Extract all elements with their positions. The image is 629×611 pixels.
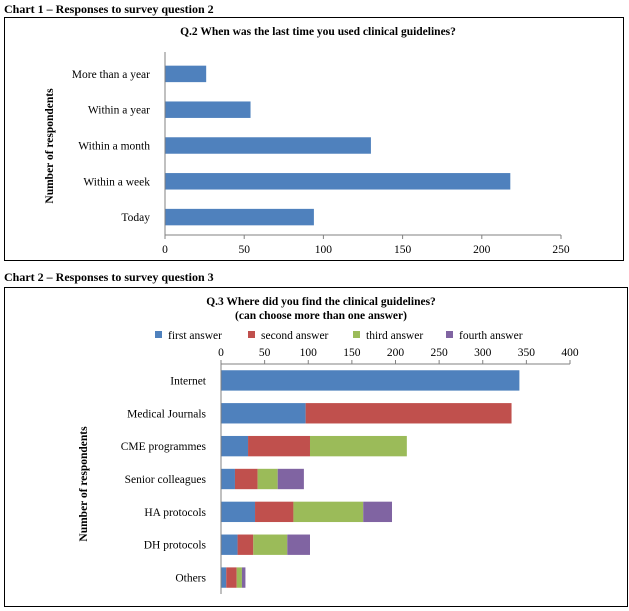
chart2-bar-segment — [277, 468, 304, 490]
chart2-bar-segment — [226, 567, 237, 588]
chart1-category-label: More than a year — [72, 69, 150, 81]
chart2-category-label: Senior colleagues — [125, 474, 207, 486]
chart2-bar-segment — [221, 534, 238, 555]
chart1-category-label: Within a month — [78, 141, 150, 153]
chart1-bar — [165, 137, 371, 154]
chart2-bar-segment — [255, 501, 294, 523]
chart2-category-label: CME programmes — [121, 441, 207, 453]
chart1-caption: Chart 1 – Responses to survey question 2 — [4, 2, 214, 16]
chart2-bar-segment — [253, 534, 288, 555]
chart2-x-tick-label: 300 — [474, 347, 492, 359]
chart2-bar-segment — [287, 534, 310, 555]
chart1-bar — [165, 173, 511, 190]
chart1-category-label: Today — [121, 212, 150, 224]
chart2-bar-segment — [221, 370, 520, 391]
chart2-svg: Q.3 Where did you find the clinical guid… — [78, 296, 579, 594]
chart2-bar-segment — [257, 468, 278, 490]
chart2-x-tick-label: 250 — [431, 347, 449, 359]
chart2-caption: Chart 2 – Responses to survey question 3 — [4, 270, 214, 284]
chart2-container: Q.3 Where did you find the clinical guid… — [4, 287, 628, 607]
chart1-x-tick-label: 100 — [315, 244, 333, 256]
chart2-legend-swatch — [155, 331, 162, 338]
chart2-y-axis-label: Number of respondents — [78, 426, 90, 542]
chart1-bar — [165, 101, 251, 118]
chart1-svg: Q.2 When was the last time you used clin… — [44, 26, 570, 256]
chart1-x-tick-label: 200 — [473, 244, 491, 256]
chart1-x-tick-label: 250 — [552, 244, 570, 256]
chart1-x-tick-label: 50 — [238, 244, 250, 256]
chart1-bar — [165, 208, 314, 226]
chart2-bar-segment — [248, 435, 310, 457]
chart2-bar-segment — [305, 403, 512, 424]
chart1-y-axis-label: Number of respondents — [44, 88, 56, 204]
chart2-x-tick-label: 0 — [218, 347, 224, 359]
chart2-bar-segment — [221, 567, 227, 588]
chart2-bar-segment — [221, 501, 256, 523]
chart1-bar — [165, 65, 207, 83]
chart2-bar-segment — [234, 468, 258, 490]
chart1-x-tick-label: 0 — [162, 244, 168, 256]
chart2-bar-segment — [221, 403, 306, 424]
chart2-x-tick-label: 350 — [518, 347, 536, 359]
chart2-bar-segment — [241, 567, 246, 588]
chart2-legend-label: fourth answer — [459, 330, 523, 342]
chart2-category-label: Others — [175, 573, 206, 585]
chart2-x-tick-label: 150 — [343, 347, 361, 359]
chart1-category-label: Within a week — [83, 176, 150, 188]
chart2-category-label: Internet — [170, 375, 207, 387]
chart1-title: Q.2 When was the last time you used clin… — [180, 26, 456, 38]
chart2-bar-segment — [363, 501, 393, 523]
chart2-category-label: Medical Journals — [127, 408, 206, 420]
chart2-x-tick-label: 200 — [387, 347, 405, 359]
chart2-legend-label: third answer — [366, 330, 423, 342]
chart2-bar-segment — [293, 501, 364, 523]
chart2-legend-swatch — [446, 331, 453, 338]
chart2-legend-swatch — [353, 331, 360, 338]
chart2-bar-segment — [221, 435, 249, 457]
chart2-title: Q.3 Where did you find the clinical guid… — [206, 296, 436, 308]
chart1-category-label: Within a year — [88, 105, 150, 117]
chart2-bar-segment — [309, 435, 407, 457]
chart2-x-tick-label: 50 — [259, 347, 271, 359]
chart2-legend-label: second answer — [261, 330, 329, 342]
chart2-bar-segment — [236, 567, 242, 588]
chart1-container: Q.2 When was the last time you used clin… — [4, 17, 624, 261]
chart2-subtitle: (can choose more than one answer) — [235, 310, 407, 322]
chart2-legend-label: first answer — [168, 330, 222, 342]
chart2-x-tick-label: 100 — [300, 347, 318, 359]
chart2-bar-segment — [221, 468, 235, 490]
chart2-bar-segment — [237, 534, 254, 555]
chart2-legend-swatch — [248, 331, 255, 338]
chart1-x-tick-label: 150 — [394, 244, 412, 256]
chart2-category-label: HA protocols — [144, 507, 206, 519]
chart2-x-tick-label: 400 — [561, 347, 579, 359]
chart2-category-label: DH protocols — [144, 540, 207, 552]
